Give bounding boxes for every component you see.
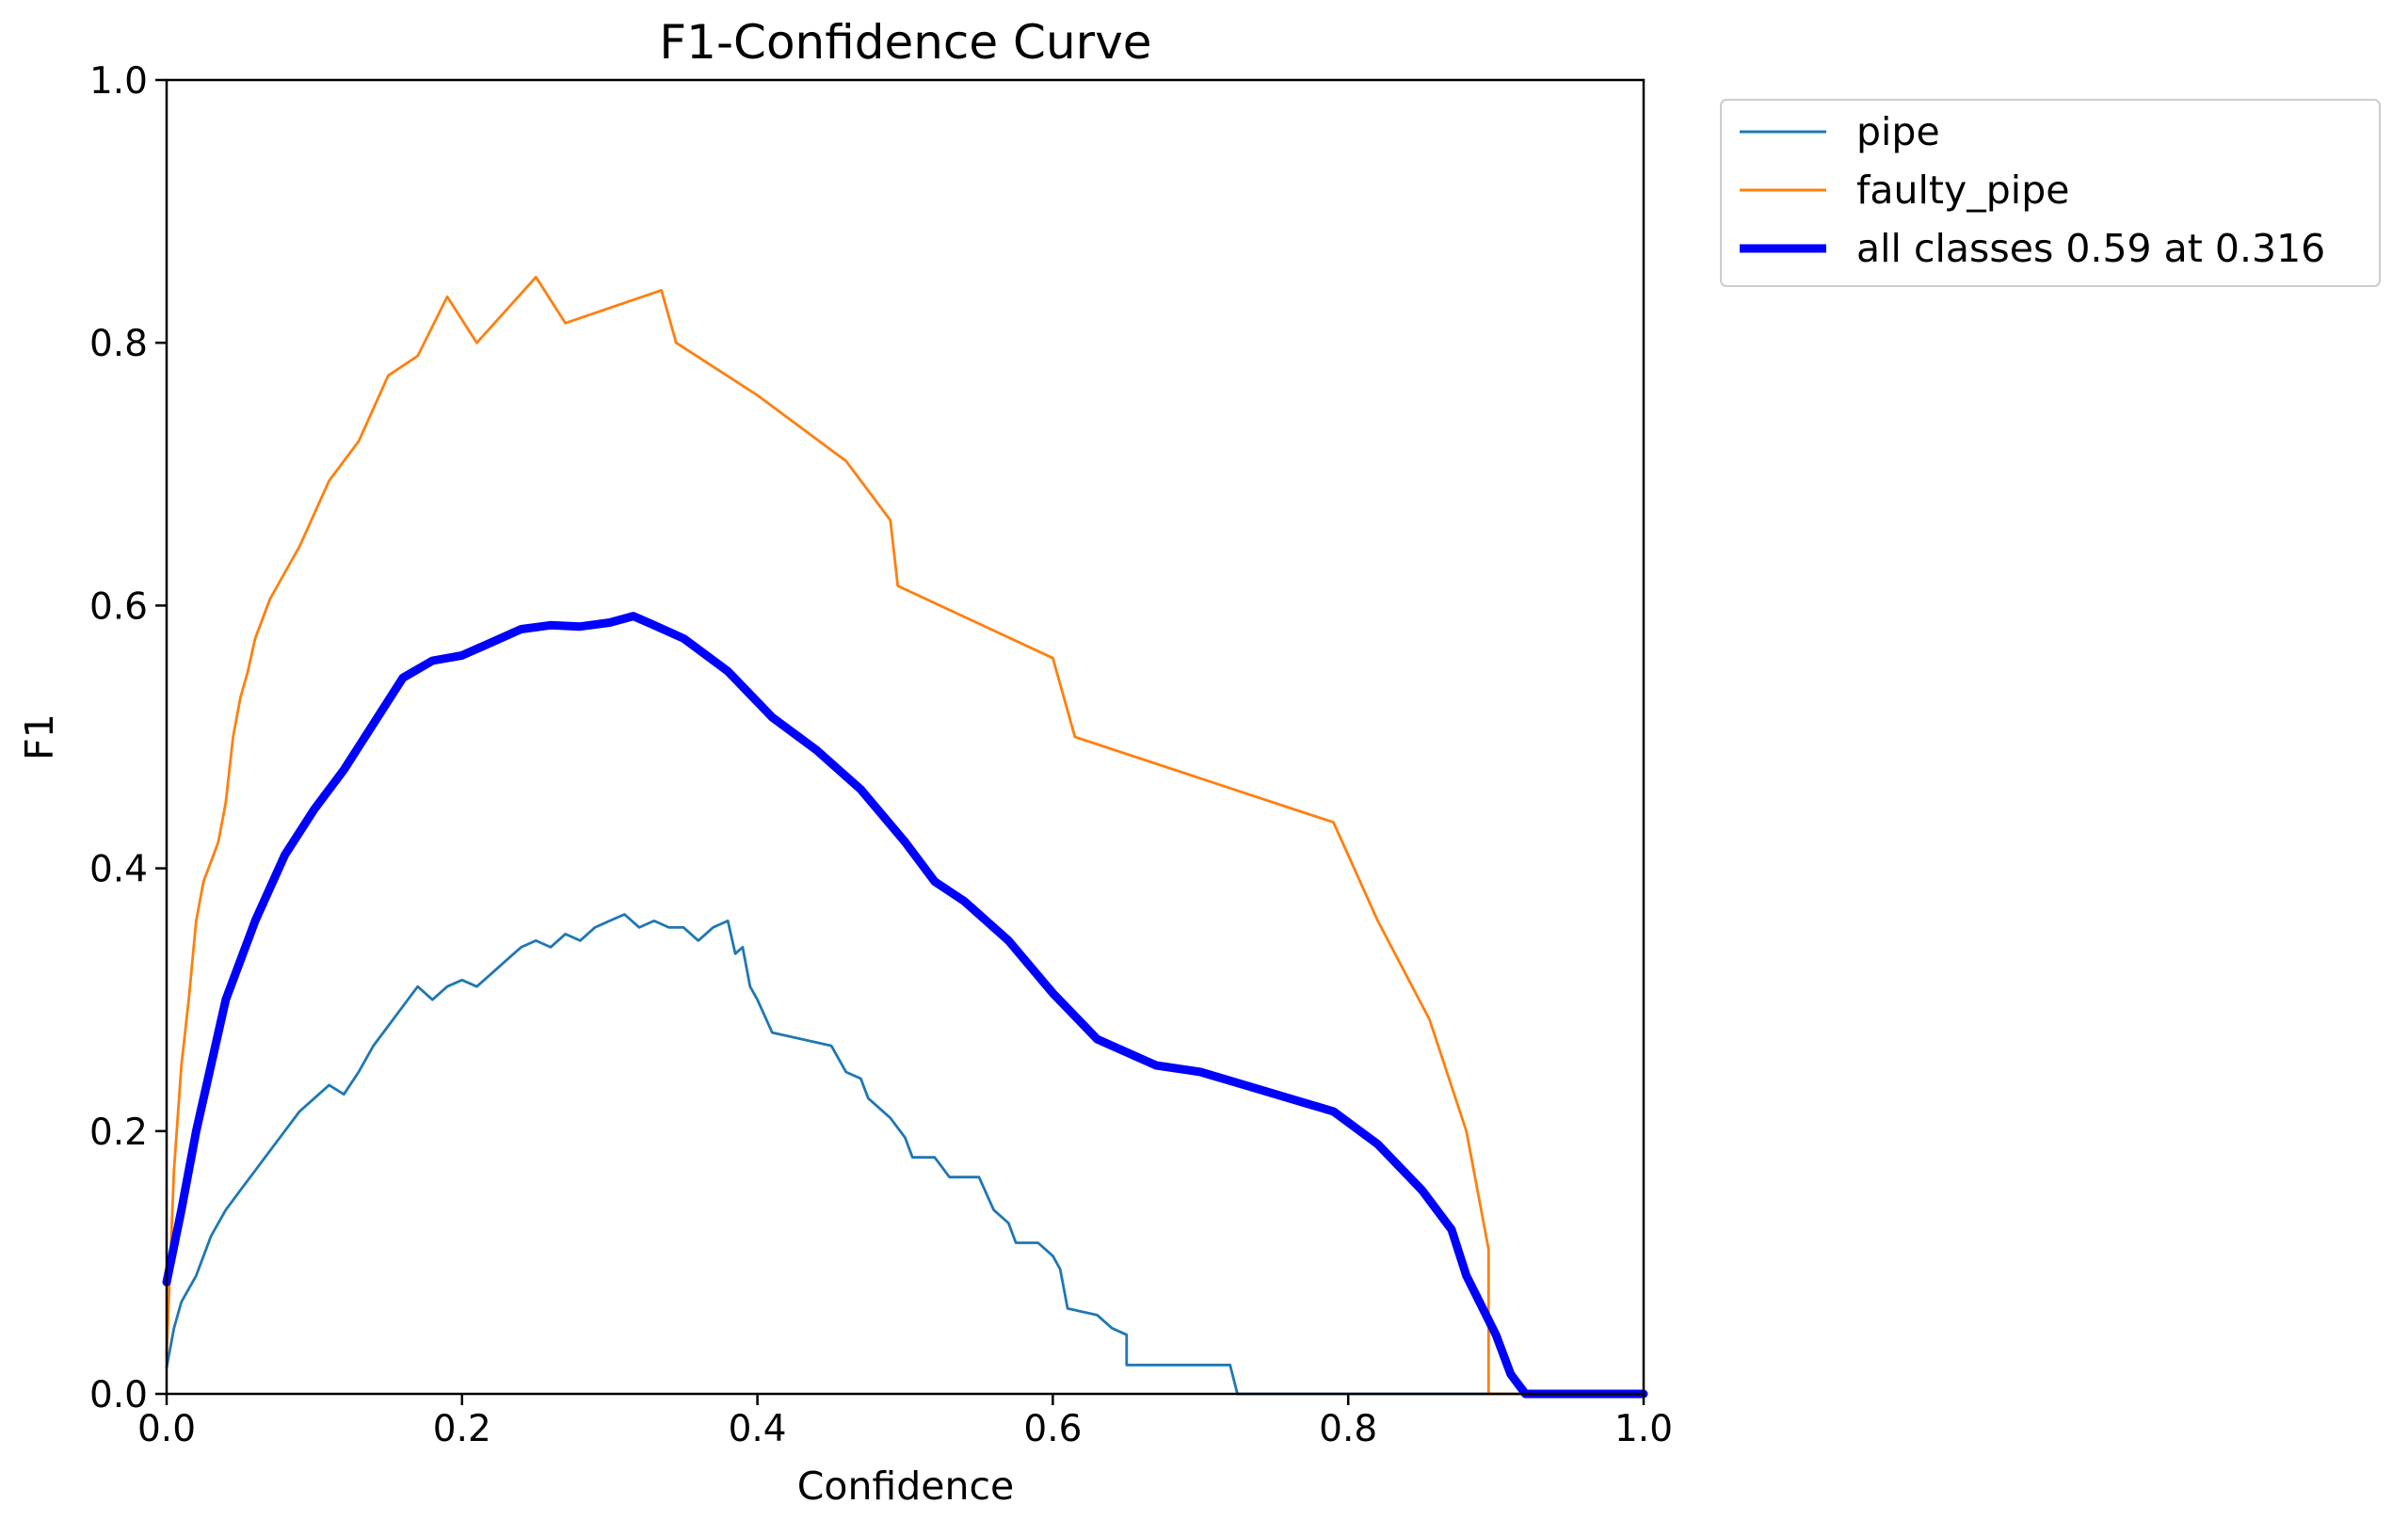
series-line-faulty-pipe bbox=[165, 276, 1645, 1396]
y-tick-label: 0.6 bbox=[89, 585, 148, 628]
y-tick-label: 0.8 bbox=[89, 323, 148, 365]
plot-lines bbox=[162, 276, 1648, 1399]
x-tick-label: 0.6 bbox=[1023, 1408, 1082, 1450]
chart-title: F1-Confidence Curve bbox=[659, 15, 1151, 70]
x-tick-label: 0.0 bbox=[137, 1408, 196, 1450]
legend-label: all classes 0.59 at 0.316 bbox=[1856, 226, 2325, 271]
y-axis-ticks: 0.0 0.2 0.4 0.6 0.8 1.0 bbox=[89, 60, 167, 1416]
x-tick-label: 1.0 bbox=[1614, 1408, 1673, 1450]
legend-label: pipe bbox=[1856, 109, 1940, 154]
series-line-all-classes-0-59-at-0-316 bbox=[162, 612, 1648, 1399]
plot-frame bbox=[165, 78, 1645, 1396]
y-tick-label: 0.0 bbox=[89, 1374, 148, 1416]
y-tick-label: 0.4 bbox=[89, 849, 148, 891]
x-tick-label: 0.8 bbox=[1319, 1408, 1377, 1450]
x-tick-label: 0.4 bbox=[729, 1408, 787, 1450]
y-tick-label: 0.2 bbox=[89, 1112, 148, 1154]
y-axis-label: F1 bbox=[17, 713, 62, 760]
legend-frame bbox=[1720, 99, 2381, 287]
series-line-pipe bbox=[165, 913, 1645, 1396]
legend-label: faulty_pipe bbox=[1856, 168, 2069, 213]
x-tick-label: 0.2 bbox=[433, 1408, 491, 1450]
x-axis-label: Confidence bbox=[797, 1464, 1015, 1509]
y-tick-label: 1.0 bbox=[89, 60, 148, 103]
x-axis-ticks: 0.0 0.2 0.4 0.6 0.8 1.0 bbox=[137, 1394, 1673, 1450]
